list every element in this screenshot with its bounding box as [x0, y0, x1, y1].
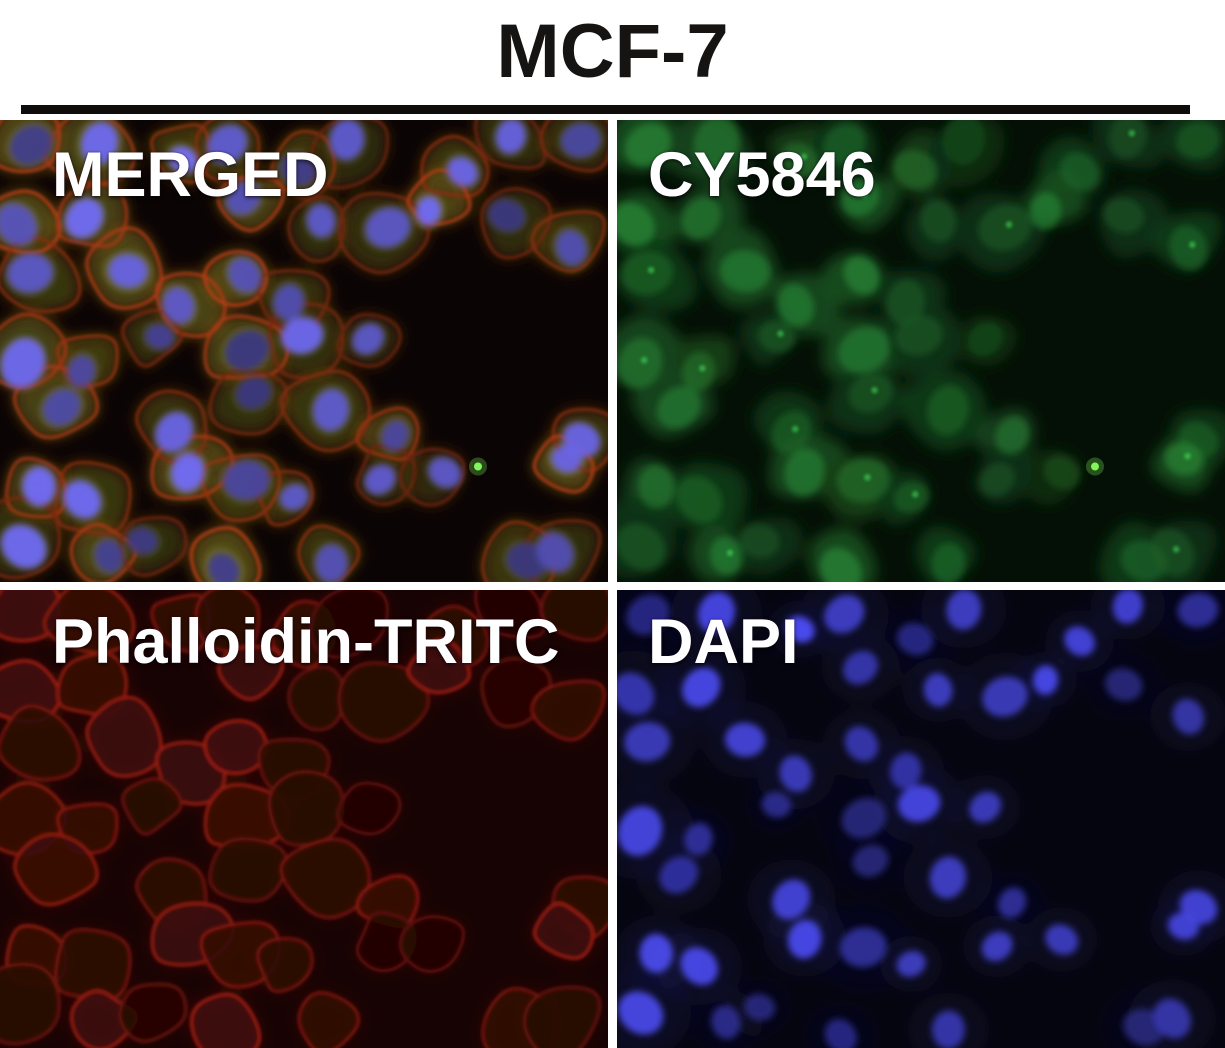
panel-label-cy5846: CY5846 [648, 140, 876, 210]
figure-header: MCF-7 [0, 0, 1225, 120]
title-underline [21, 105, 1190, 114]
panel-cy5846: CY5846 [617, 120, 1225, 582]
figure-title: MCF-7 [496, 9, 729, 94]
cy5846-micrograph-image [617, 120, 1225, 582]
panel-grid: MERGED CY5846 Phalloidin-TRITC DAPI [0, 120, 1225, 1048]
panel-label-phalloidin-tritc: Phalloidin-TRITC [52, 607, 560, 677]
panel-merged: MERGED [0, 120, 608, 582]
panel-dapi: DAPI [617, 590, 1225, 1048]
panel-label-merged: MERGED [52, 140, 329, 210]
panel-phalloidin-tritc: Phalloidin-TRITC [0, 590, 608, 1048]
merged-micrograph-image [0, 120, 608, 582]
phalloidin-tritc-micrograph-image [0, 590, 608, 1048]
panel-label-dapi: DAPI [648, 607, 799, 677]
dapi-micrograph-image [617, 590, 1225, 1048]
